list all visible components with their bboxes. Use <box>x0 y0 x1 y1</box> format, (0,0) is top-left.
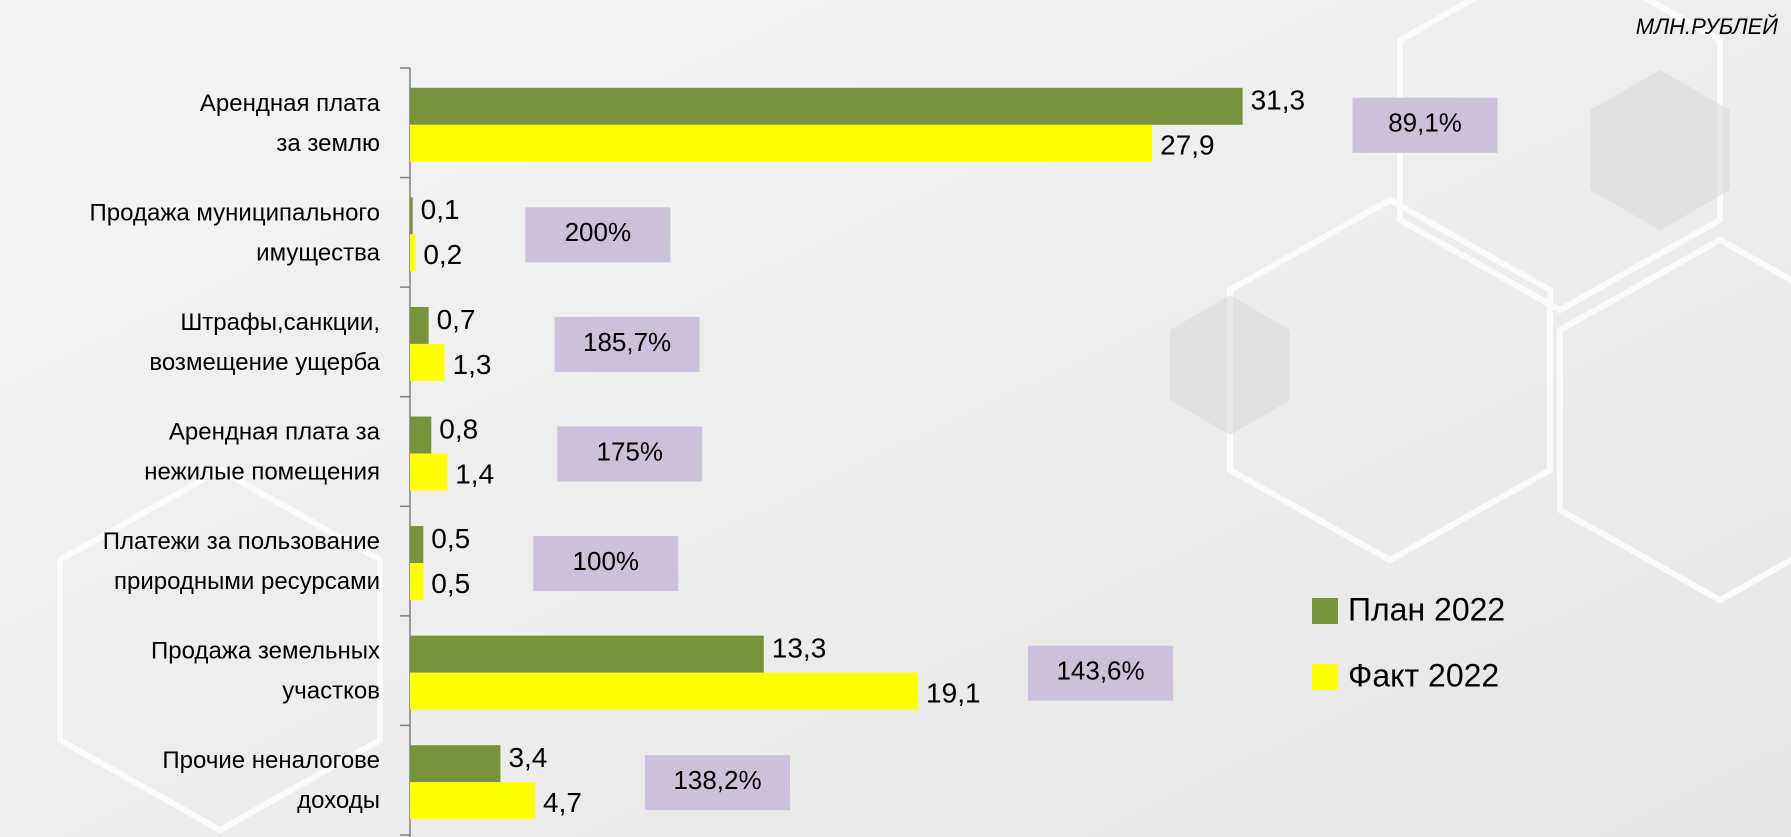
category-label: Платежи за пользование природными ресурса… <box>103 528 380 595</box>
value-label: 1,4 <box>455 458 494 489</box>
bar <box>410 87 1243 125</box>
annotation: 100% <box>573 546 640 576</box>
bar <box>410 197 413 235</box>
legend-label: План 2022 <box>1348 591 1505 627</box>
annotation-box <box>557 426 703 482</box>
bar <box>410 453 448 491</box>
hexagon-pattern <box>57 0 1791 834</box>
bar <box>410 416 432 454</box>
category-label: Арендная плата за землю <box>200 90 381 157</box>
bar <box>410 745 501 783</box>
value-label: 3,4 <box>508 742 547 773</box>
value-label: 0,8 <box>439 413 478 444</box>
hexagon-fill <box>1170 70 1730 435</box>
annotation: 185,7% <box>583 327 671 357</box>
bar <box>410 234 416 272</box>
value-label: 0,5 <box>431 523 470 554</box>
value-label: 0,2 <box>423 239 462 270</box>
value-label: 0,5 <box>431 568 470 599</box>
bar <box>410 635 764 673</box>
annotation-box <box>554 316 700 372</box>
legend-label: Факт 2022 <box>1348 657 1499 693</box>
value-label: 27,9 <box>1160 130 1215 161</box>
legend-swatch <box>1312 598 1338 624</box>
value-label: 31,3 <box>1251 85 1306 116</box>
value-label: 13,3 <box>772 633 827 664</box>
value-label: 19,1 <box>926 678 981 709</box>
unit-label: МЛН.РУБЛЕЙ <box>1636 13 1779 39</box>
value-label: 0,1 <box>421 194 460 225</box>
bar <box>410 782 536 820</box>
annotation: 200% <box>565 217 632 247</box>
annotation-box <box>525 207 671 263</box>
category-label: Арендная плата за нежилые помещения <box>144 419 380 486</box>
bar <box>410 526 424 564</box>
annotation-box <box>1028 645 1174 701</box>
annotation-box <box>645 755 791 811</box>
category-label: Штрафы,санкции, возмещение ущерба <box>149 309 380 376</box>
annotation: 143,6% <box>1056 656 1144 686</box>
value-label: 0,7 <box>437 304 476 335</box>
annotation-box <box>1352 97 1498 153</box>
annotation: 138,2% <box>673 765 761 795</box>
category-label: Прочие неналогове доходы <box>162 748 380 815</box>
category-label: Продажа муниципального имущества <box>90 200 381 267</box>
bar <box>410 563 424 601</box>
category-label: Продажа земельных участков <box>151 638 380 705</box>
value-label: 4,7 <box>543 787 582 818</box>
bar <box>410 343 445 381</box>
bar <box>410 306 429 344</box>
annotation: 175% <box>596 436 663 466</box>
bar <box>410 124 1153 162</box>
annotation: 89,1% <box>1388 108 1462 138</box>
bar <box>410 672 919 710</box>
legend-swatch <box>1312 664 1338 690</box>
annotation-box <box>533 536 679 592</box>
value-label: 1,3 <box>453 349 492 380</box>
